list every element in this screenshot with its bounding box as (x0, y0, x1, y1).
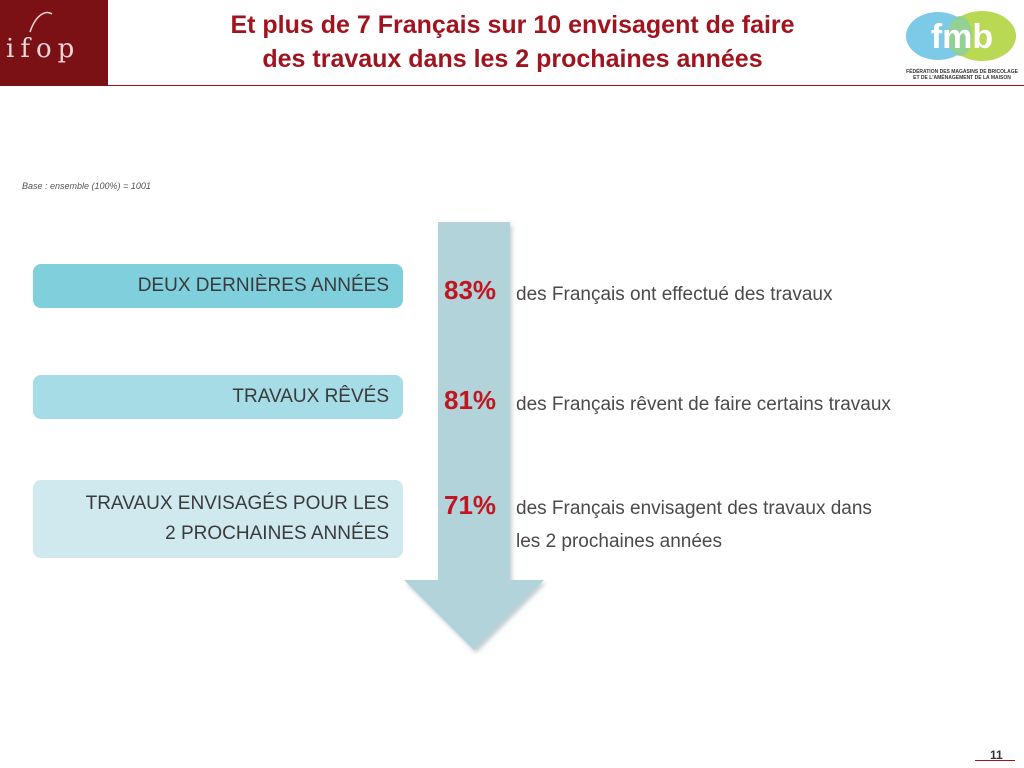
description-line-1: des Français envisagent des travaux dans (516, 498, 872, 519)
fmb-caption-line-2: ET DE L'AMÉNAGEMENT DE LA MAISON (913, 75, 1011, 81)
percent-value: 81% (444, 385, 497, 415)
label-two-last-years: DEUX DERNIÈRES ANNÉES (33, 264, 403, 308)
label-text-line-1: TRAVAUX ENVISAGÉS POUR LES (85, 493, 389, 514)
label-text: TRAVAUX RÊVÉS (232, 386, 389, 407)
label-text: DEUX DERNIÈRES ANNÉES (137, 275, 389, 296)
ifop-swirl-icon (29, 11, 53, 33)
ifop-logo-text: ifop (6, 34, 81, 64)
title-line-2: des travaux dans les 2 prochaines années (262, 45, 763, 73)
base-note: Base : ensemble (100%) = 1001 (22, 181, 151, 191)
header-divider (108, 85, 1024, 86)
label-dream-works: TRAVAUX RÊVÉS (33, 375, 403, 419)
fmb-logo-text: fmb (931, 18, 993, 56)
percent-description: des Français envisagent des travaux dans… (516, 492, 872, 558)
label-planned-works: TRAVAUX ENVISAGÉS POUR LES 2 PROCHAINES … (33, 480, 403, 558)
percent-description: des Français rêvent de faire certains tr… (516, 394, 891, 415)
percent-description: des Français ont effectué des travaux (516, 284, 833, 305)
fmb-logo: fmb (906, 11, 1016, 61)
fmb-caption: FÉDÉRATION DES MAGASINS DE BRICOLAGE ET … (904, 69, 1020, 81)
title-line-1: Et plus de 7 Français sur 10 envisagent … (230, 11, 795, 39)
page-number: 11 (990, 748, 1003, 762)
description-line-2: les 2 prochaines années (516, 531, 722, 552)
percent-value: 83% (444, 275, 497, 305)
page-title: Et plus de 7 Français sur 10 envisagent … (140, 8, 885, 76)
fmb-caption-line-1: FÉDÉRATION DES MAGASINS DE BRICOLAGE (906, 69, 1018, 75)
ifop-logo: ifop (0, 0, 108, 86)
page-number-underline (975, 760, 1015, 761)
percent-value: 71% (444, 490, 497, 520)
down-arrow-icon (404, 222, 544, 650)
label-text-line-2: 2 PROCHAINES ANNÉES (165, 523, 389, 544)
